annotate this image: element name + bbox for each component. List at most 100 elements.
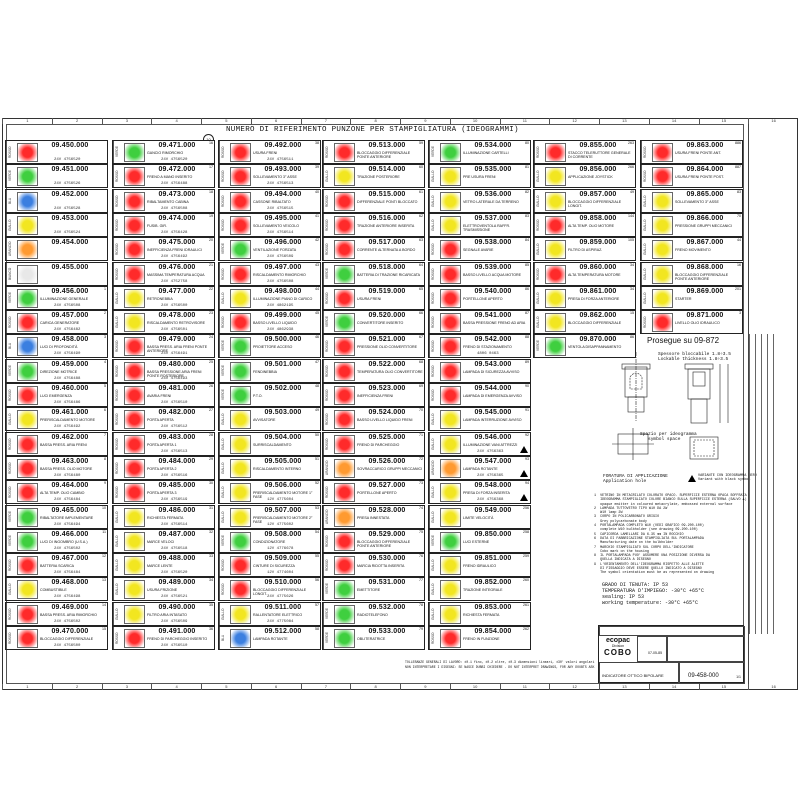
indicator-lamp-icon <box>652 313 673 333</box>
ideogram-entry: ROSSO 09.499.000 Basso livello liquido 24V … <box>218 310 321 335</box>
color-label: VERDE <box>6 286 14 309</box>
ideogram-entry: ROSSO 09.855.000 Stacco teleruttore genera… <box>533 140 636 164</box>
function-description: Alta temp. olio motore <box>568 223 614 228</box>
indicator-lamp-icon <box>230 240 251 260</box>
part-code: 09.462.000 <box>51 433 89 441</box>
color-label: VERDE <box>429 141 437 163</box>
application-hole-label-it: FORATURA DI APPLICAZIONE <box>603 474 668 479</box>
grid-column-label: 10 <box>449 118 500 124</box>
punch-reference-number: 27 <box>209 408 213 413</box>
function-description: Porta aperta 3 <box>147 491 177 496</box>
grid-column-label: 12 <box>549 118 599 124</box>
part-code: 09.863.000 <box>686 142 724 149</box>
function-description: Illuminazione vani attrezzi <box>463 442 518 447</box>
punch-reference-number: 80 <box>525 141 529 145</box>
ideogram-entry: GIALLO 09.867.000 Freno movimento 44 <box>640 237 743 262</box>
function-description: Surriscaldamento <box>253 442 292 447</box>
function-description: Bassa press. olio motore <box>40 466 93 471</box>
part-code: 09.465.000 <box>51 506 89 514</box>
lamp-part-number: 24V 4756363 <box>477 449 504 454</box>
punch-reference-number: 89 <box>525 359 529 364</box>
color-label: ROSSO <box>6 481 14 504</box>
function-description: P.T.O. <box>253 394 263 398</box>
indicator-lamp-icon <box>334 580 355 600</box>
color-label: ROSSO <box>323 408 331 431</box>
indicator-lamp-icon <box>334 556 355 576</box>
punch-reference-number: 201 <box>735 286 741 291</box>
grid-column-label: 1 <box>2 118 52 124</box>
part-code: 09.472.000 <box>158 166 196 174</box>
indicator-lamp-icon <box>334 629 355 648</box>
grid-column-label: 14 <box>648 118 699 124</box>
ideogram-entry: VERDE 09.850.000 Luci esterne 258 <box>428 528 531 553</box>
color-label: ROSSO <box>429 384 437 406</box>
ideogram-entry: GIALLO 09.549.000 Limite velocità 256 <box>428 504 531 529</box>
color-label: ROSSO <box>429 335 437 358</box>
ideogram-entry: GIALLO 09.861.000 Presa di forza anteriore… <box>533 285 636 310</box>
color-label: BLU <box>6 189 14 212</box>
function-description: Freno idraulico <box>463 564 497 569</box>
indicator-lamp-icon <box>124 386 145 405</box>
punch-reference-number: 21 <box>209 262 213 267</box>
indicator-lamp-icon <box>124 191 145 211</box>
ideogram-entry: ROSSO 09.463.000 Bassa press. olio motore 2… <box>5 455 108 480</box>
indicator-lamp-icon <box>230 434 251 454</box>
sheet-number: 1/1 <box>736 675 741 679</box>
punch-reference-number: 85 <box>525 262 529 267</box>
ideogram-entry: ROSSO 09.525.000 Freno di parcheggio 71 <box>322 431 425 456</box>
grid-column-label: 7 <box>300 684 351 690</box>
lamp-part-number: 24V 4756528 <box>54 206 81 211</box>
indicator-lamp-icon <box>652 215 673 235</box>
indicator-lamp-icon <box>230 143 251 162</box>
color-label: GIALLO <box>113 286 121 309</box>
punch-reference-number: 51 <box>315 456 319 461</box>
ideogram-entry: ARANCIO 09.454.000 <box>5 237 108 262</box>
part-code: 09.470.000 <box>51 628 89 635</box>
color-label: GIALLO <box>113 602 121 625</box>
function-description: Emettitore <box>357 588 381 593</box>
ideogram-entry: ROSSO 09.540.000 Portellone aperto 86 <box>428 285 531 310</box>
color-label: ROSSO <box>113 359 121 382</box>
color-label: ROSSO <box>6 141 14 163</box>
punch-reference-number: 105 <box>628 238 634 243</box>
indicator-lamp-icon <box>124 240 145 260</box>
indicator-lamp-icon <box>230 629 251 648</box>
function-description: Sollevamento 3° asse <box>675 199 719 204</box>
indicator-lamp-icon <box>440 386 461 405</box>
color-label: GIALLO <box>534 189 542 212</box>
color-label: GIALLO <box>429 213 437 236</box>
indicator-lamp-icon <box>17 191 38 211</box>
function-description: Porta aperta <box>147 418 174 423</box>
indicator-lamp-icon <box>124 143 145 162</box>
part-code: 09.529.000 <box>368 530 406 538</box>
temperature-en: working temperature: -30°C +65°C <box>602 600 699 606</box>
punch-reference-number: 17 <box>209 165 213 170</box>
punch-reference-number: 1 <box>104 286 106 291</box>
ideogram-entry: ROSSO 09.513.000 Bloccaggio differenziale … <box>322 140 425 164</box>
function-description: Bloccaggio differenziale ponte anteriore <box>357 151 411 159</box>
color-label: VERDE <box>6 505 14 528</box>
color-label: ROSSO <box>219 213 227 236</box>
indicator-lamp-icon <box>545 167 566 187</box>
color-label: GIALLO <box>113 578 121 601</box>
grid-ticks-bottom: 1 2 3 4 5 6 7 8 9 10 11 12 13 14 15 16 <box>2 684 798 690</box>
color-label: ROSSO <box>219 554 227 577</box>
punch-reference-number: 22 <box>209 286 213 291</box>
lamp-part-number: 24V 4756502 <box>54 619 81 624</box>
indicator-lamp-icon <box>334 507 355 527</box>
punch-reference-number: 79 <box>419 627 423 631</box>
color-label: ARANCIO <box>6 238 14 261</box>
punch-reference-number: 18 <box>209 189 213 194</box>
ideogram-entry: GIALLO 09.503.000 Avvisatore 49 <box>218 407 321 432</box>
function-description: Lampada di sicurezza avviso <box>463 369 520 374</box>
lamp-part-number: 24V 4756482 <box>54 328 81 333</box>
function-description: Filtro aria intasato <box>147 612 187 617</box>
color-label: ROSSO <box>534 262 542 285</box>
color-label: GIALLO <box>429 189 437 212</box>
function-description: Temperatura olio convertitore <box>357 369 423 374</box>
function-description: Riscaldamento interno <box>253 466 302 471</box>
ideogram-entry: VERDE 09.496.000 Ventilazione forzata 24V 4… <box>218 237 321 262</box>
title-block: ecopac Division COBO 07-05-85 INDICATORE… <box>598 625 745 684</box>
indicator-lamp-icon <box>17 483 38 503</box>
indicator-lamp-icon <box>17 531 38 551</box>
